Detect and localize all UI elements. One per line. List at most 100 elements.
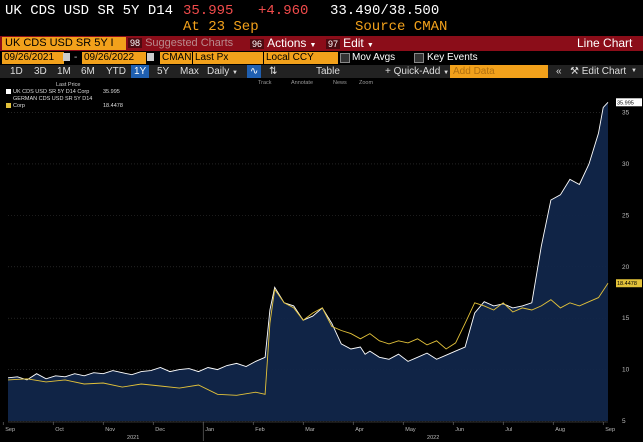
key-events-label: Key Events	[427, 52, 478, 63]
legend-swatch	[6, 89, 11, 95]
currency-select[interactable]: Local CCY	[264, 52, 338, 64]
x-tick-label: Aug	[555, 427, 565, 433]
y-tick-label: 10	[622, 367, 630, 374]
edit-chart-label: Edit Chart	[581, 66, 627, 77]
date-separator: -	[74, 52, 78, 63]
line-chart-icon[interactable]: ∿	[247, 65, 262, 78]
range-ytd[interactable]: YTD	[106, 66, 126, 77]
x-tick-label: Nov	[105, 427, 115, 433]
key-events-checkbox[interactable]	[414, 53, 424, 63]
range-6m[interactable]: 6M	[81, 66, 95, 77]
mov-avgs-label: Mov Avgs	[352, 52, 396, 63]
legend-item-name: GERMAN CDS USD SR 5Y D14 Corp	[13, 96, 93, 109]
frequency-select[interactable]: Daily ▼	[204, 65, 241, 78]
chevron-down-icon: ▼	[366, 42, 374, 49]
field-select[interactable]: Last Px	[193, 52, 263, 64]
actions-button[interactable]: 96 Actions ▼	[250, 37, 316, 50]
frequency-label: Daily	[207, 66, 230, 77]
range-5y[interactable]: 5Y	[157, 66, 170, 77]
uk-cds-area-fill	[8, 102, 608, 422]
edit-button[interactable]: 97 Edit ▼	[326, 37, 374, 50]
edit-label: Edit	[343, 36, 364, 50]
x-tick-label: Feb	[255, 427, 264, 433]
chevron-down-icon: ▼	[232, 70, 238, 76]
price-change: +4.960	[258, 3, 309, 19]
suggested-charts-button[interactable]: 98 Suggested Charts	[128, 37, 233, 50]
quick-add-button[interactable]: + Quick-Add ▼	[382, 65, 452, 78]
chevron-down-icon: ▼	[309, 42, 317, 49]
x-tick-label: May	[405, 427, 416, 433]
x-tick-label: Oct	[55, 427, 64, 433]
calendar-icon[interactable]	[147, 53, 154, 61]
zoom-tool[interactable]: Zoom	[359, 80, 373, 86]
chart-legend: Last Price UK CDS USD SR 5Y D14 Corp 35.9…	[6, 82, 123, 110]
chevron-down-icon[interactable]: ▼	[631, 68, 637, 74]
chevron-down-icon: ▼	[443, 70, 450, 76]
collapse-icon[interactable]: «	[556, 66, 562, 77]
chart-lines	[7, 101, 609, 396]
settings-bar: 09/26/2021 - 09/26/2022 CMAN Last Px Loc…	[0, 51, 643, 65]
last-price: 35.995	[183, 3, 234, 19]
legend-item-germany[interactable]: GERMAN CDS USD SR 5Y D14 Corp 18.4478	[6, 96, 123, 110]
annotate-tool[interactable]: Annotate	[291, 80, 313, 86]
range-1m[interactable]: 1M	[57, 66, 71, 77]
price-chart[interactable]: 5 10 15 20 25 30 35 35.995 18.4478 Sep Oct Nov Dec J…	[0, 78, 643, 442]
ticker-title: UK CDS USD SR 5Y D14	[5, 3, 174, 19]
price-date: At 23 Sep	[183, 19, 259, 35]
actions-number: 96	[250, 39, 265, 49]
header: UK CDS USD SR 5Y D14 35.995 +4.960 33.49…	[0, 0, 643, 36]
source-field[interactable]: CMAN	[160, 52, 192, 64]
range-bar: 1D 3D 1M 6M YTD 1Y 5Y Max Daily ▼ ∿ ⇅ Ta…	[0, 65, 643, 78]
edit-chart-button[interactable]: ⚒ Edit Chart	[567, 65, 629, 78]
uk-cds-area	[8, 102, 608, 422]
suggested-charts-number: 98	[128, 38, 143, 48]
table-button[interactable]: Table	[316, 66, 340, 77]
end-date-field[interactable]: 09/26/2022	[82, 52, 146, 64]
x-tick-label: Jun	[455, 427, 464, 433]
y-tick-label: 15	[622, 315, 630, 322]
track-tool[interactable]: Track	[258, 80, 272, 86]
y-tick-label: 30	[622, 161, 630, 168]
legend-item-uk[interactable]: UK CDS USD SR 5Y D14 Corp 35.995	[6, 89, 123, 96]
x-tick-label: Apr	[355, 427, 364, 433]
last-value-tag	[616, 98, 642, 107]
y-tick-label: 20	[622, 264, 630, 271]
bars-icon[interactable]: ⇅	[269, 66, 278, 77]
suggested-charts-label: Suggested Charts	[145, 37, 234, 49]
legend-item-value: 18.4478	[103, 103, 123, 109]
legend-item-value: 35.995	[103, 89, 120, 95]
y-tick-label: 35	[622, 110, 630, 117]
edit-number: 97	[326, 39, 341, 49]
y-tick-label: 25	[622, 212, 630, 219]
last-value-label: 18.4478	[617, 281, 637, 287]
uk-cds-line	[7, 101, 609, 381]
german-cds-line	[7, 282, 609, 396]
wrench-icon: ⚒	[570, 66, 579, 77]
range-3d[interactable]: 3D	[34, 66, 47, 77]
x-axis: Sep Oct Nov Dec Jan Feb Mar Apr May Jun Jul Aug Sep 2…	[2, 421, 615, 441]
range-max[interactable]: Max	[180, 66, 199, 77]
mov-avgs-checkbox[interactable]	[340, 53, 350, 63]
legend-header: Last Price	[56, 82, 81, 88]
chart-type-label[interactable]: Line Chart	[577, 36, 633, 50]
year-label: 2022	[427, 435, 439, 441]
add-data-input[interactable]: Add Data	[450, 65, 548, 78]
security-field[interactable]: UK CDS USD SR 5Y I	[2, 37, 126, 50]
y-tick-label: 5	[622, 418, 626, 425]
calendar-icon[interactable]	[63, 53, 70, 61]
legend-item-name: UK CDS USD SR 5Y D14 Corp	[13, 89, 90, 95]
last-value-tag	[616, 279, 642, 288]
legend-swatch	[6, 103, 11, 109]
news-tool[interactable]: News	[333, 80, 347, 86]
x-tick-label: Jul	[505, 427, 512, 433]
x-tick-label: Mar	[305, 427, 315, 433]
range-1d[interactable]: 1D	[10, 66, 23, 77]
chart-tools: Track Annotate News Zoom	[258, 80, 373, 86]
y-axis: 5 10 15 20 25 30 35 35.995 18.4478	[616, 98, 642, 425]
price-range: 33.490/38.500	[330, 3, 440, 19]
x-tick-label: Jan	[205, 427, 214, 433]
range-1y[interactable]: 1Y	[131, 65, 150, 78]
actions-label: Actions	[267, 36, 307, 50]
start-date-field[interactable]: 09/26/2021	[2, 52, 64, 64]
x-tick-label: Dec	[155, 427, 165, 433]
